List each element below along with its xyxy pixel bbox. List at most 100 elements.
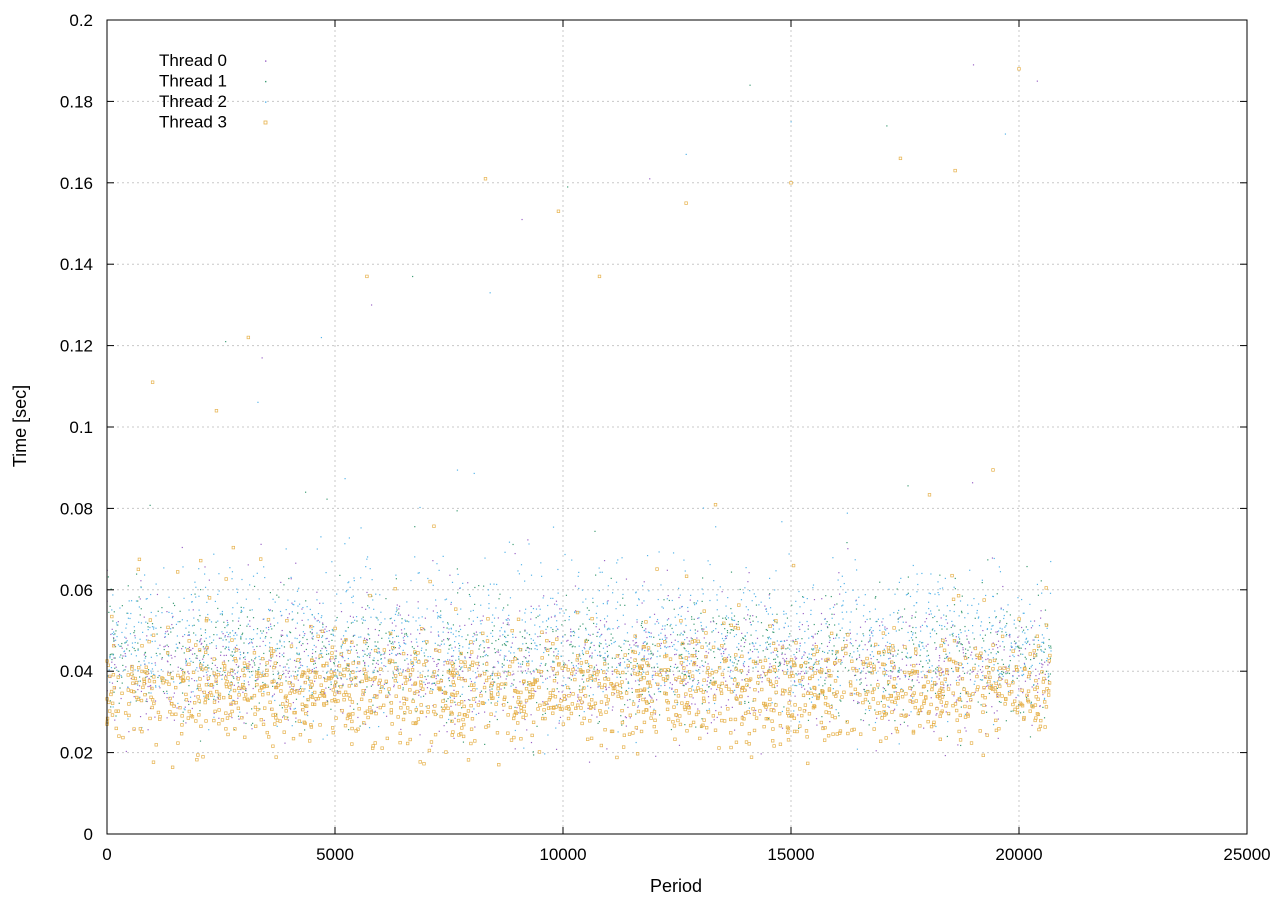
data-point <box>1037 81 1038 82</box>
data-point <box>129 600 130 601</box>
data-point <box>748 666 749 667</box>
data-point <box>989 693 990 694</box>
data-point <box>995 631 996 632</box>
data-point <box>579 685 580 686</box>
data-point <box>911 617 912 618</box>
data-point <box>281 636 282 637</box>
data-point <box>444 643 445 644</box>
data-point <box>238 628 239 629</box>
data-point <box>466 639 467 640</box>
data-point <box>545 647 546 648</box>
data-point <box>272 696 273 697</box>
data-point <box>395 575 396 576</box>
data-point <box>249 677 250 678</box>
data-point <box>694 619 695 620</box>
data-point <box>473 610 474 611</box>
data-point <box>926 618 927 619</box>
data-point <box>575 585 576 586</box>
data-point <box>679 670 680 671</box>
data-point <box>188 685 189 686</box>
data-point <box>635 680 636 681</box>
data-point <box>646 637 647 638</box>
data-point <box>748 672 749 673</box>
data-point <box>884 649 885 650</box>
data-point <box>707 684 708 685</box>
data-point <box>419 507 420 508</box>
data-point <box>710 649 711 650</box>
data-point <box>238 716 239 717</box>
data-point <box>884 688 885 689</box>
data-point <box>1001 673 1002 674</box>
data-point <box>304 635 305 636</box>
data-point <box>795 601 796 602</box>
data-point <box>1033 644 1034 645</box>
data-point <box>233 635 234 636</box>
data-point <box>533 751 534 752</box>
data-point <box>686 671 687 672</box>
data-point <box>171 678 172 679</box>
data-point <box>549 641 550 642</box>
data-point <box>263 675 264 676</box>
data-point <box>716 689 717 690</box>
data-point <box>808 720 809 721</box>
data-point <box>288 667 289 668</box>
data-point <box>584 647 585 648</box>
data-point <box>270 660 271 661</box>
data-point <box>777 685 778 686</box>
data-point <box>865 673 866 674</box>
data-point <box>642 659 643 660</box>
data-point <box>866 685 867 686</box>
data-point <box>303 625 304 626</box>
data-point <box>696 602 697 603</box>
data-point <box>626 678 627 679</box>
data-point <box>216 648 217 649</box>
data-point <box>405 670 406 671</box>
data-point <box>666 637 667 638</box>
data-point <box>477 656 478 657</box>
data-point <box>474 682 475 683</box>
data-point <box>379 624 380 625</box>
data-point <box>870 637 871 638</box>
data-point <box>285 670 286 671</box>
data-point <box>881 621 882 622</box>
data-point <box>696 637 697 638</box>
data-point <box>475 672 476 673</box>
data-point <box>327 665 328 666</box>
data-point <box>481 691 482 692</box>
data-point <box>932 617 933 618</box>
data-point <box>827 621 828 622</box>
data-point <box>883 655 884 656</box>
data-point <box>291 578 292 579</box>
data-point <box>288 719 289 720</box>
data-point <box>269 650 270 651</box>
data-point <box>457 568 458 569</box>
data-point <box>834 614 835 615</box>
data-point <box>608 585 609 586</box>
data-point <box>488 647 489 648</box>
data-point <box>536 726 537 727</box>
data-point <box>203 696 204 697</box>
data-point <box>888 720 889 721</box>
data-point <box>931 681 932 682</box>
data-point <box>678 597 679 598</box>
data-point <box>337 678 338 679</box>
data-point <box>189 625 190 626</box>
data-point <box>302 665 303 666</box>
data-point <box>685 684 686 685</box>
data-point <box>978 665 979 666</box>
data-point <box>241 611 242 612</box>
data-point <box>926 660 927 661</box>
data-point <box>1002 679 1003 680</box>
data-point <box>181 648 182 649</box>
data-point <box>369 727 370 728</box>
data-point <box>109 656 110 657</box>
data-point <box>536 645 537 646</box>
data-point <box>801 687 802 688</box>
data-point <box>447 622 448 623</box>
data-point <box>769 593 770 594</box>
data-point <box>615 608 616 609</box>
data-point <box>514 656 515 657</box>
data-point <box>647 658 648 659</box>
data-point <box>594 709 595 710</box>
data-point <box>1017 678 1018 679</box>
